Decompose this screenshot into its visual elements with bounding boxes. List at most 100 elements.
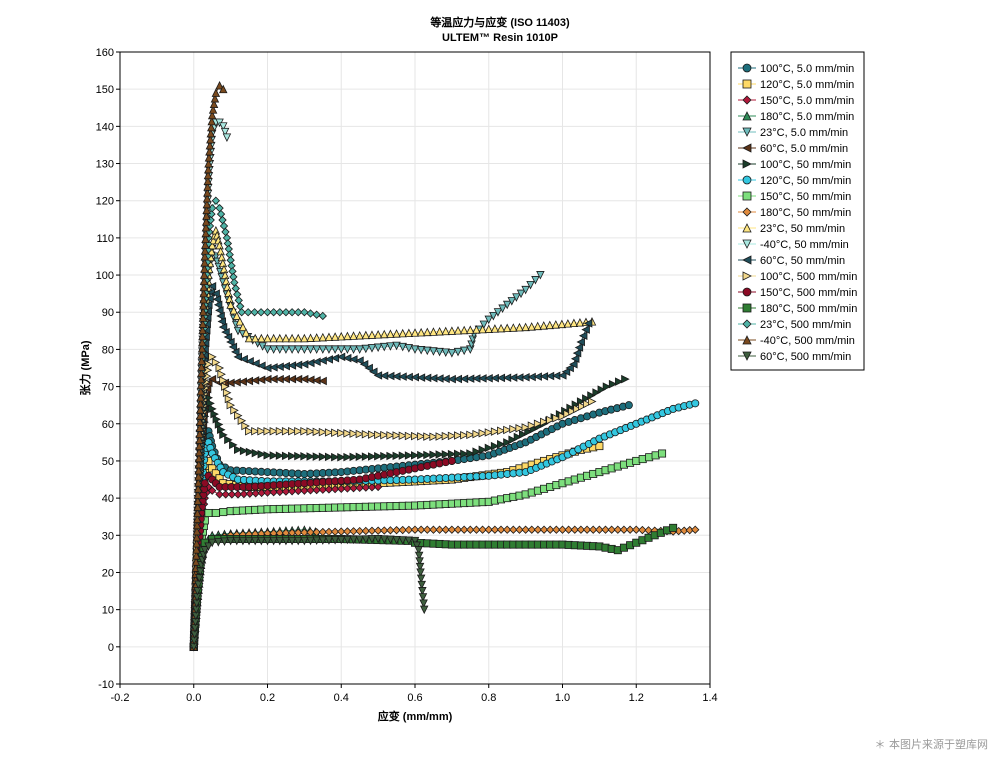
legend-marker	[742, 223, 752, 233]
legend-label: 150°C, 500 mm/min	[760, 287, 857, 299]
data-point	[207, 110, 217, 120]
data-point	[203, 182, 212, 191]
data-point	[552, 413, 561, 423]
data-point	[263, 488, 272, 497]
data-point	[490, 324, 500, 333]
data-point	[621, 374, 630, 384]
data-point	[602, 382, 612, 391]
data-point	[398, 525, 407, 535]
series-14	[189, 352, 597, 652]
data-point	[196, 398, 205, 408]
y-tick-label: 70	[102, 382, 114, 394]
data-point	[380, 451, 389, 461]
data-point	[349, 429, 359, 438]
data-point	[198, 307, 208, 316]
data-point	[206, 128, 216, 138]
data-point	[214, 420, 224, 429]
data-point	[210, 409, 219, 419]
data-point	[219, 122, 228, 131]
data-point	[570, 354, 580, 363]
data-point	[355, 330, 364, 340]
data-point	[563, 409, 572, 419]
data-point	[201, 234, 210, 244]
data-point	[359, 360, 369, 369]
data-point	[373, 482, 383, 492]
data-point	[287, 333, 297, 343]
x-tick-label: 1.4	[702, 692, 717, 704]
data-point	[251, 489, 260, 498]
data-point	[204, 164, 213, 174]
data-point	[418, 587, 427, 596]
data-point	[219, 264, 229, 274]
data-point	[203, 188, 212, 197]
data-point	[412, 541, 422, 551]
data-point	[212, 415, 222, 424]
data-point	[207, 538, 217, 548]
series-line	[193, 529, 316, 647]
data-point	[447, 326, 457, 335]
data-point	[533, 525, 543, 534]
data-point	[202, 193, 212, 203]
legend-marker	[742, 271, 752, 281]
data-point	[658, 449, 667, 458]
data-point	[230, 278, 239, 287]
data-point	[245, 489, 254, 498]
data-point	[287, 308, 297, 317]
data-point	[257, 426, 266, 436]
data-point	[312, 310, 321, 319]
data-point	[299, 360, 309, 369]
legend-item: 60°C, 50 mm/min	[738, 255, 845, 267]
data-point	[429, 525, 438, 534]
data-point	[217, 252, 227, 262]
data-point	[207, 122, 216, 132]
data-point	[493, 308, 503, 317]
data-point	[224, 435, 233, 445]
data-point	[294, 486, 303, 496]
data-point	[472, 325, 481, 334]
data-point	[343, 527, 352, 536]
data-point	[217, 425, 226, 434]
data-point	[441, 326, 450, 336]
watermark-text: ＊ 本图片来源于塑库网	[874, 738, 989, 751]
data-point	[330, 345, 340, 354]
data-point	[441, 450, 451, 459]
data-point	[369, 367, 378, 376]
data-point	[386, 329, 395, 338]
data-point	[312, 357, 321, 367]
data-point	[195, 411, 205, 420]
data-point	[417, 450, 426, 460]
data-point	[349, 535, 358, 545]
data-point	[263, 426, 272, 436]
data-point	[300, 536, 309, 546]
data-point	[527, 525, 536, 534]
data-point	[231, 347, 240, 357]
data-point	[410, 525, 420, 534]
data-point	[669, 523, 678, 532]
data-point	[540, 417, 549, 427]
data-point	[224, 394, 234, 404]
data-point	[398, 342, 407, 352]
data-point	[355, 356, 364, 365]
data-point	[288, 426, 297, 436]
y-tick-label: 80	[102, 344, 114, 356]
data-point	[312, 345, 321, 354]
data-point	[324, 452, 334, 462]
data-point	[202, 211, 211, 220]
data-point	[203, 170, 213, 180]
data-point	[527, 322, 536, 331]
data-point	[423, 346, 432, 356]
legend-marker	[742, 111, 752, 121]
data-point	[478, 429, 488, 438]
data-point	[410, 345, 420, 354]
data-point	[219, 221, 229, 231]
data-point	[205, 140, 215, 150]
data-point	[227, 490, 237, 499]
legend-marker	[742, 287, 752, 297]
data-point	[195, 441, 204, 451]
data-point	[367, 526, 377, 535]
data-point	[404, 328, 414, 337]
data-point	[275, 487, 284, 497]
data-point	[575, 318, 585, 327]
data-point	[192, 520, 202, 530]
data-point	[398, 431, 408, 440]
